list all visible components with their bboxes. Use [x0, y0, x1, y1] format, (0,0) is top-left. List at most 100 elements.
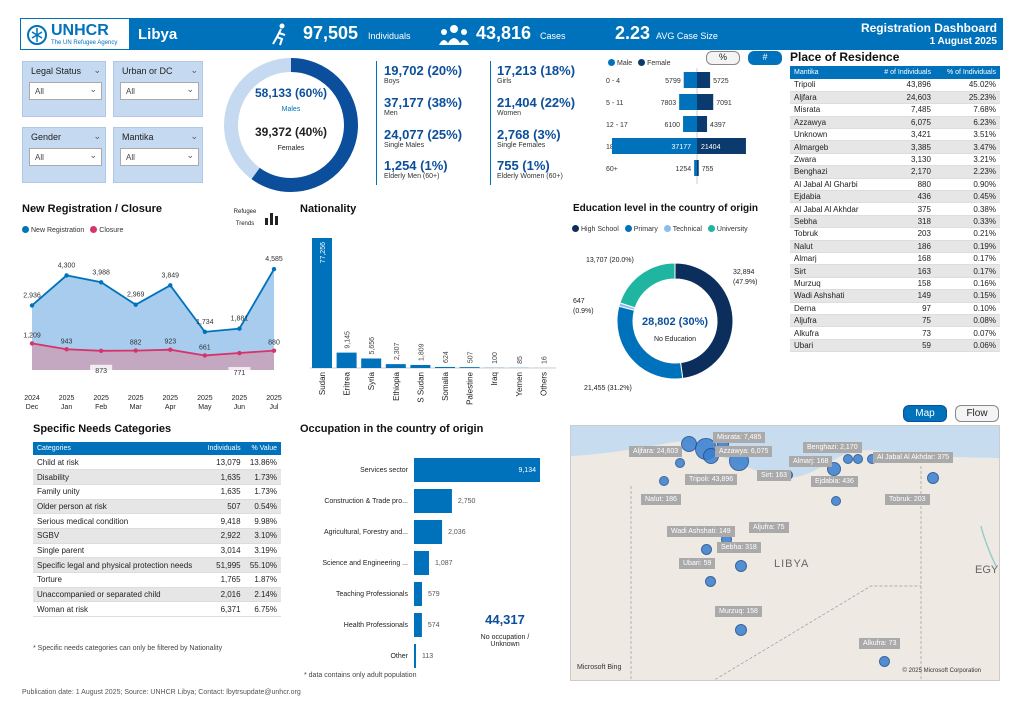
filter-legal-status[interactable]: Legal Status ⌄ All ⌄	[22, 61, 106, 117]
table-row[interactable]: Ejdabia 436 0.45%	[790, 190, 1000, 204]
table-row[interactable]: Aljufra 75 0.08%	[790, 314, 1000, 328]
table-row[interactable]: Alkufra 73 0.07%	[790, 326, 1000, 340]
table-row[interactable]: Azzawya 6,075 6.23%	[790, 116, 1000, 130]
data-label: 4,585	[265, 256, 283, 263]
table-cell: 163	[872, 264, 935, 278]
chevron-down-icon: ⌄	[190, 131, 198, 141]
table-row[interactable]: Disability 1,635 1.73%	[33, 469, 281, 485]
flow-toggle-button[interactable]: Flow	[955, 405, 999, 422]
pyramid-female-label: 21404	[701, 144, 721, 151]
kpi-avg-label: AVG Case Size	[656, 31, 718, 41]
table-row[interactable]: Wadi Ashshati 149 0.15%	[790, 289, 1000, 303]
table-row[interactable]: Child at risk 13,079 13.86%	[33, 455, 281, 471]
table-row[interactable]: Sebha 318 0.33%	[790, 215, 1000, 229]
map-marker[interactable]	[735, 624, 747, 636]
table-row[interactable]: Sirt 163 0.17%	[790, 264, 1000, 278]
kpi-label: Single Females	[497, 142, 546, 149]
category-label: S Sudan	[416, 372, 425, 403]
col-header[interactable]: Individuals	[202, 442, 245, 455]
data-label: 1,734	[196, 319, 214, 326]
data-label: 4,300	[58, 262, 76, 269]
male-dot	[608, 59, 615, 66]
bar-value-label: 624	[443, 351, 450, 363]
map-marker[interactable]	[927, 472, 939, 484]
x-tick-label: 2025	[162, 395, 178, 402]
map-marker[interactable]	[659, 476, 669, 486]
table-cell: 9,418	[202, 513, 245, 529]
col-header[interactable]: % of Individuals	[934, 66, 1000, 79]
highschool-dot	[572, 225, 579, 232]
kpi-elderly-women: 755 (1%) Elderly Women (60+)	[497, 158, 563, 180]
table-cell: Almargeb	[790, 140, 873, 154]
table-row[interactable]: Al Jabal Al Akhdar 375 0.38%	[790, 202, 1000, 216]
filter-dropdown[interactable]: All ⌄	[29, 82, 102, 100]
map-marker[interactable]	[879, 656, 890, 667]
pyramid-female-bar	[697, 116, 708, 132]
refugee-trends-link[interactable]: Refugee Trends	[233, 209, 257, 227]
pyramid-male-bar	[694, 160, 697, 176]
table-row[interactable]: Al Jabal Al Gharbi 880 0.90%	[790, 178, 1000, 192]
filter-mantika[interactable]: Mantika ⌄ All ⌄	[113, 127, 203, 183]
table-cell: 0.54%	[244, 499, 281, 515]
table-cell: Tobruk	[790, 227, 873, 241]
table-row[interactable]: Unknown 3,421 3.51%	[790, 128, 1000, 142]
table-cell: 6,075	[872, 116, 935, 130]
table-row[interactable]: Tripoli 43,896 45.02%	[790, 79, 1000, 92]
number-toggle-button[interactable]: #	[748, 51, 782, 65]
map-toggle-button[interactable]: Map	[903, 405, 947, 422]
table-row[interactable]: Tobruk 203 0.21%	[790, 227, 1000, 241]
filter-urban-or-dc[interactable]: Urban or DC ⌄ All ⌄	[113, 61, 203, 117]
table-row[interactable]: Murzuq 158 0.16%	[790, 277, 1000, 291]
map-label: Sebha: 318	[717, 542, 761, 553]
table-row[interactable]: Nalut 186 0.19%	[790, 240, 1000, 253]
table-row[interactable]: Aljfara 24,603 25.23%	[790, 91, 1000, 105]
category-label: Health Professionals	[344, 622, 409, 629]
education-title: Education level in the country of origin	[573, 203, 759, 214]
filter-dropdown[interactable]: All ⌄	[29, 148, 102, 166]
table-row[interactable]: Family unity 1,635 1.73%	[33, 484, 281, 500]
table-row[interactable]: Misrata 7,485 7.68%	[790, 103, 1000, 117]
chevron-down-icon: ⌄	[89, 150, 97, 160]
table-row[interactable]: Zwara 3,130 3.21%	[790, 153, 1000, 167]
table-row[interactable]: Unaccompanied or separated child 2,016 2.1…	[33, 587, 281, 603]
data-label: 3,849	[162, 272, 180, 279]
libya-map[interactable]: LIBYA EGY Microsoft Bing © 2025 Microsof…	[570, 425, 1000, 681]
map-marker[interactable]	[705, 576, 716, 587]
table-row[interactable]: Ubari 59 0.06%	[790, 339, 1000, 353]
map-marker[interactable]	[675, 458, 685, 468]
table-row[interactable]: Benghazi 2,170 2.23%	[790, 165, 1000, 179]
table-row[interactable]: Specific legal and physical protection n…	[33, 557, 281, 573]
category-label: Services sector	[360, 467, 409, 474]
table-cell: 0.38%	[934, 202, 1000, 216]
table-row[interactable]: Single parent 3,014 3.19%	[33, 543, 281, 559]
table-row[interactable]: Serious medical condition 9,418 9.98%	[33, 513, 281, 529]
legend-female: Female	[647, 60, 671, 67]
col-header[interactable]: Categories	[33, 442, 203, 455]
table-row[interactable]: Woman at risk 6,371 6.75%	[33, 601, 281, 618]
col-header[interactable]: Mantika	[790, 66, 873, 79]
occupation-bar	[414, 551, 429, 575]
col-header[interactable]: # of Individuals	[872, 66, 935, 79]
col-header[interactable]: % Value	[244, 442, 281, 455]
table-cell: Nalut	[790, 240, 873, 253]
area-new	[32, 269, 274, 370]
map-marker[interactable]	[843, 454, 853, 464]
filter-dropdown[interactable]: All ⌄	[120, 82, 199, 100]
table-row[interactable]: Almargeb 3,385 3.47%	[790, 140, 1000, 154]
map-marker[interactable]	[853, 454, 863, 464]
legend-closure: Closure	[99, 227, 124, 234]
table-cell: Benghazi	[790, 165, 873, 179]
percent-toggle-button[interactable]: %	[706, 51, 740, 65]
table-row[interactable]: Older person at risk 507 0.54%	[33, 499, 281, 515]
table-row[interactable]: Derna 97 0.10%	[790, 302, 1000, 315]
area-closure	[32, 343, 274, 370]
bar-chart-icon[interactable]	[264, 210, 280, 226]
table-row[interactable]: Almarj 168 0.17%	[790, 252, 1000, 266]
table-row[interactable]: SGBV 2,922 3.10%	[33, 528, 281, 544]
map-marker[interactable]	[831, 496, 841, 506]
table-row[interactable]: Torture 1,765 1.87%	[33, 572, 281, 588]
map-marker[interactable]	[701, 544, 712, 555]
filter-gender[interactable]: Gender ⌄ All ⌄	[22, 127, 106, 183]
filter-dropdown[interactable]: All ⌄	[120, 148, 199, 166]
map-marker[interactable]	[735, 560, 747, 572]
